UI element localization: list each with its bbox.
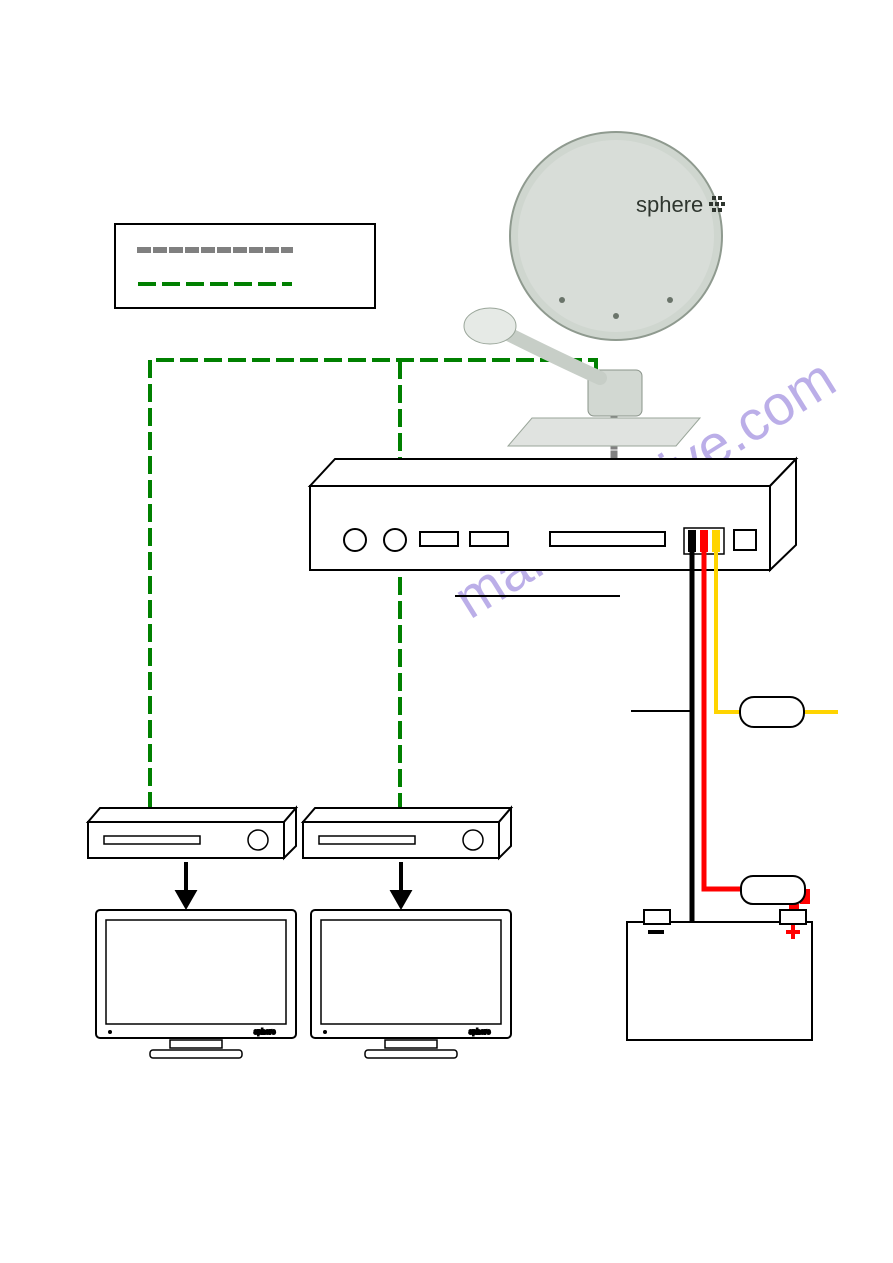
satellite-dish: sphere bbox=[464, 132, 725, 446]
svg-text:sphere: sphere bbox=[469, 1029, 491, 1036]
set-top-box-1 bbox=[88, 808, 296, 858]
tv-1: sphere bbox=[96, 910, 296, 1058]
arrow-stb2-tv2 bbox=[393, 862, 409, 906]
wire-red bbox=[704, 554, 741, 889]
fuse-red bbox=[741, 876, 805, 904]
legend bbox=[115, 224, 375, 308]
controller-box bbox=[310, 459, 796, 570]
fuse-yellow bbox=[740, 697, 804, 727]
battery bbox=[627, 910, 812, 1040]
wiring-diagram: manualshive.com sphere bbox=[0, 0, 893, 1263]
set-top-box-2 bbox=[303, 808, 511, 858]
arrow-stb1-tv1 bbox=[178, 862, 194, 906]
tv-2: sphere bbox=[311, 910, 511, 1058]
dish-brand-label: sphere bbox=[636, 192, 703, 217]
wire-yellow bbox=[716, 554, 836, 712]
svg-text:sphere: sphere bbox=[254, 1029, 276, 1036]
wire-black bbox=[632, 554, 692, 932]
